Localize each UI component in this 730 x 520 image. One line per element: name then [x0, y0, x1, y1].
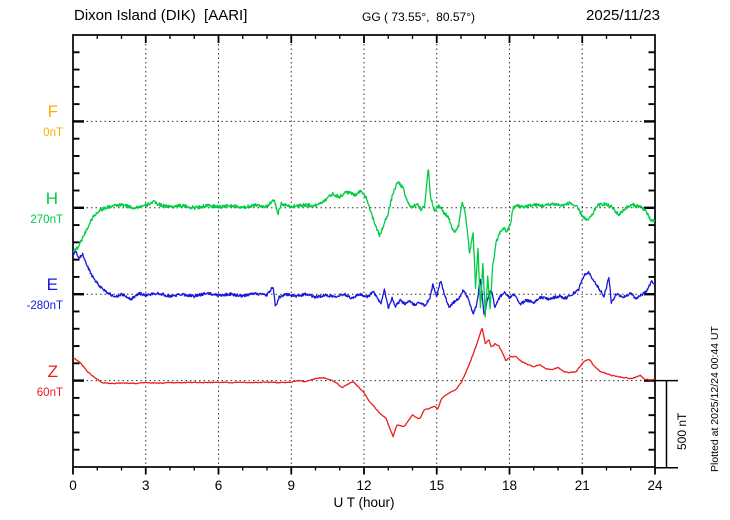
channel-letter-E: E [46, 275, 58, 295]
x-tick-9: 9 [287, 478, 295, 493]
channel-letter-H: H [45, 188, 58, 208]
channel-letter-F: F [47, 102, 58, 122]
trace-Z [73, 328, 655, 438]
channel-baseline-E: -280nT [26, 300, 63, 313]
plotted-at-label: Plotted at 2025/12/24 00:44 UT [709, 325, 721, 472]
geographic-coordinates: GG ( 73.55°, 80.57°) [362, 10, 475, 24]
x-tick-24: 24 [647, 478, 663, 493]
scale-bar [655, 379, 678, 469]
plot-date: 2025/11/23 [586, 7, 660, 24]
trace-E [73, 250, 655, 316]
x-axis-label: U T (hour) [333, 495, 394, 510]
traces [73, 169, 655, 438]
channel-baseline-H: 270nT [30, 213, 63, 226]
x-tick-12: 12 [356, 478, 371, 493]
x-tick-18: 18 [502, 478, 517, 493]
station-title: Dixon Island (DIK) [AARI] [74, 7, 248, 24]
x-tick-15: 15 [429, 478, 444, 493]
x-tick-0: 0 [69, 478, 77, 493]
scale-bar-label: 500 nT [675, 412, 689, 450]
x-tick-21: 21 [575, 478, 590, 493]
trace-H [73, 169, 655, 318]
channel-baseline-Z: 60nT [36, 386, 63, 399]
x-tick-3: 3 [142, 478, 150, 493]
x-tick-6: 6 [215, 478, 223, 493]
x-tick-labels: 0 3 6 9 12 15 18 21 24 [69, 478, 663, 493]
channel-baseline-F: 0nT [43, 127, 63, 140]
grid-lines [73, 35, 655, 467]
channel-letter-Z: Z [47, 361, 58, 381]
